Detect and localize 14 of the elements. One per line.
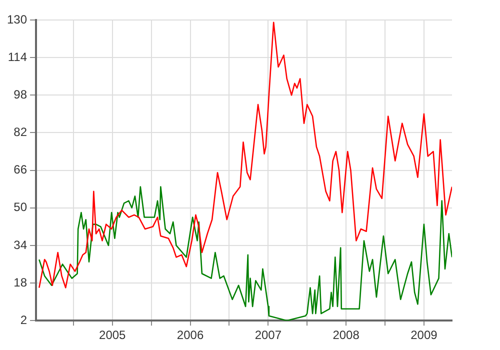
- y-tick-label: 82: [14, 125, 28, 140]
- x-tick-label: 2009: [410, 328, 438, 342]
- x-tick-label: 2007: [254, 328, 282, 342]
- y-tick-label: 130: [6, 12, 28, 26]
- y-tick-label: 114: [8, 50, 28, 64]
- x-tick-label: 2006: [176, 328, 204, 342]
- y-tick-label: 34: [14, 238, 28, 252]
- y-tick-label: 18: [14, 275, 28, 290]
- y-tick-label: 98: [14, 87, 28, 102]
- y-tick-label: 66: [14, 162, 28, 177]
- y-tick-label: 2: [20, 312, 28, 327]
- x-tick-label: 2005: [99, 328, 126, 342]
- y-tick-label: 50: [14, 200, 28, 214]
- x-tick-label: 2008: [332, 328, 360, 342]
